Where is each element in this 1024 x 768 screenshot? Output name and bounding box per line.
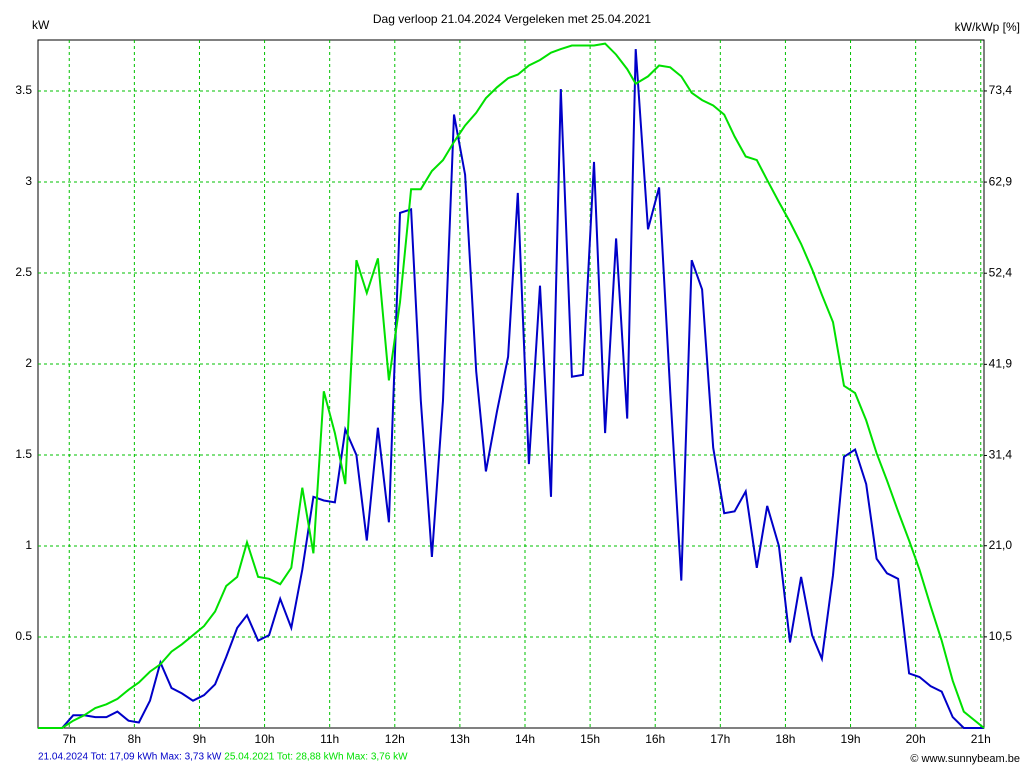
- x-tick-label: 17h: [710, 732, 730, 746]
- y-tick-label: 2: [25, 356, 32, 370]
- y-tick-label: 2.5: [15, 265, 32, 279]
- x-tick-label: 12h: [385, 732, 405, 746]
- series-line: [38, 42, 985, 729]
- x-tick-label: 9h: [193, 732, 206, 746]
- y-tick-label: 1: [25, 538, 32, 552]
- y2-tick-label: 10,5: [989, 629, 1013, 643]
- y-tick-label: 1.5: [15, 447, 32, 461]
- x-tick-label: 20h: [906, 732, 926, 746]
- x-tick-label: 16h: [645, 732, 665, 746]
- x-tick-label: 13h: [450, 732, 470, 746]
- x-tick-label: 11h: [320, 732, 339, 746]
- y2-tick-label: 62,9: [989, 174, 1013, 188]
- y2-tick-label: 41,9: [989, 357, 1013, 371]
- y2-tick-label: 52,4: [989, 265, 1013, 279]
- chart-title: Dag verloop 21.04.2024 Vergeleken met 25…: [373, 12, 652, 26]
- x-tick-label: 14h: [515, 732, 535, 746]
- y-tick-label: 3: [25, 174, 32, 188]
- x-tick-label: 7h: [63, 732, 76, 746]
- y-tick-label: 0.5: [15, 629, 32, 643]
- y2-tick-label: 73,4: [989, 83, 1013, 97]
- y2-tick-label: 21,0: [989, 538, 1013, 552]
- x-tick-label: 21h: [971, 732, 991, 746]
- x-tick-label: 10h: [255, 732, 275, 746]
- x-tick-label: 8h: [128, 732, 141, 746]
- x-tick-label: 15h: [580, 732, 600, 746]
- plot-area: [37, 39, 985, 729]
- credit: © www.sunnybeam.be: [910, 753, 1020, 765]
- y2-tick-label: 31,4: [989, 448, 1013, 462]
- legend-entry: 21.04.2024 Tot: 17,09 kWh Max: 3,73 kW: [38, 752, 222, 763]
- y2-axis-label: kW/kWp [%]: [955, 20, 1020, 34]
- y-tick-label: 3.5: [15, 83, 32, 97]
- y-axis-label: kW: [32, 18, 50, 32]
- x-tick-label: 18h: [775, 732, 795, 746]
- legend-entry: 25.04.2021 Tot: 28,88 kWh Max: 3,76 kW: [224, 752, 408, 763]
- series-line: [38, 49, 984, 729]
- x-tick-label: 19h: [841, 732, 861, 746]
